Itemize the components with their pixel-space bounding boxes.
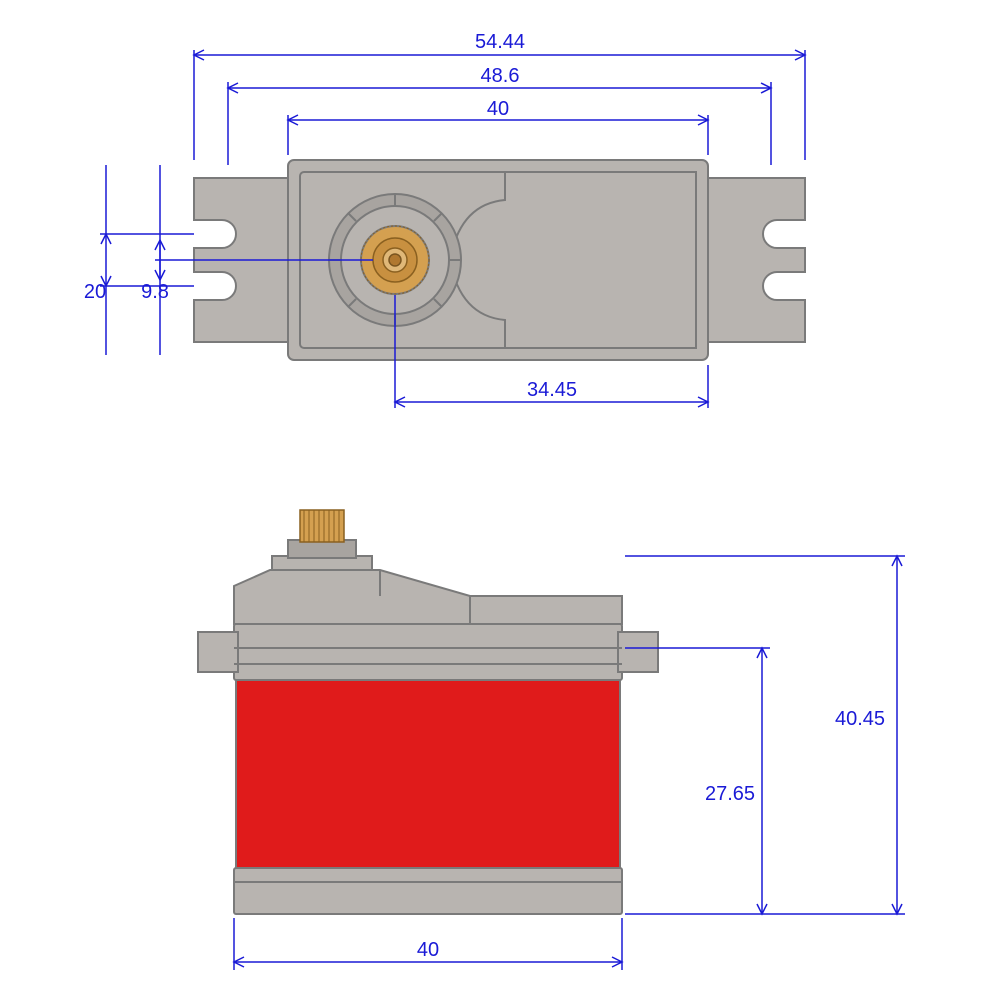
side-tab-right [618, 632, 658, 672]
dim-40-side: 40 [234, 918, 622, 970]
dim-27-65: 27.65 [625, 648, 770, 914]
dim-label-48-6: 48.6 [481, 65, 520, 87]
right-mount-tab [707, 178, 805, 342]
dim-label-34-45: 34.45 [527, 379, 577, 401]
side-view: 40 27.65 40.45 [198, 510, 905, 970]
dim-label-40-45: 40.45 [835, 708, 885, 730]
side-tab-left [198, 632, 238, 672]
dim-54-44: 54.44 [194, 31, 805, 160]
dim-label-40-side: 40 [417, 939, 439, 961]
dim-40-45: 40.45 [625, 556, 905, 914]
side-bottom-base [234, 868, 622, 914]
side-spline-gear [300, 510, 344, 542]
side-upper-grey [234, 624, 622, 680]
top-view: 54.44 48.6 40 34.45 [84, 31, 805, 408]
dim-label-27-65: 27.65 [705, 783, 755, 805]
dim-label-20: 20 [84, 281, 106, 303]
dim-label-54-44: 54.44 [475, 31, 525, 53]
side-red-mid [236, 680, 620, 868]
technical-drawing: 54.44 48.6 40 34.45 [0, 0, 1001, 1001]
side-top-cap [234, 570, 622, 624]
dim-label-9-8: 9.8 [141, 281, 169, 303]
dim-40-top: 40 [288, 98, 708, 155]
dim-label-40-top: 40 [487, 98, 509, 120]
